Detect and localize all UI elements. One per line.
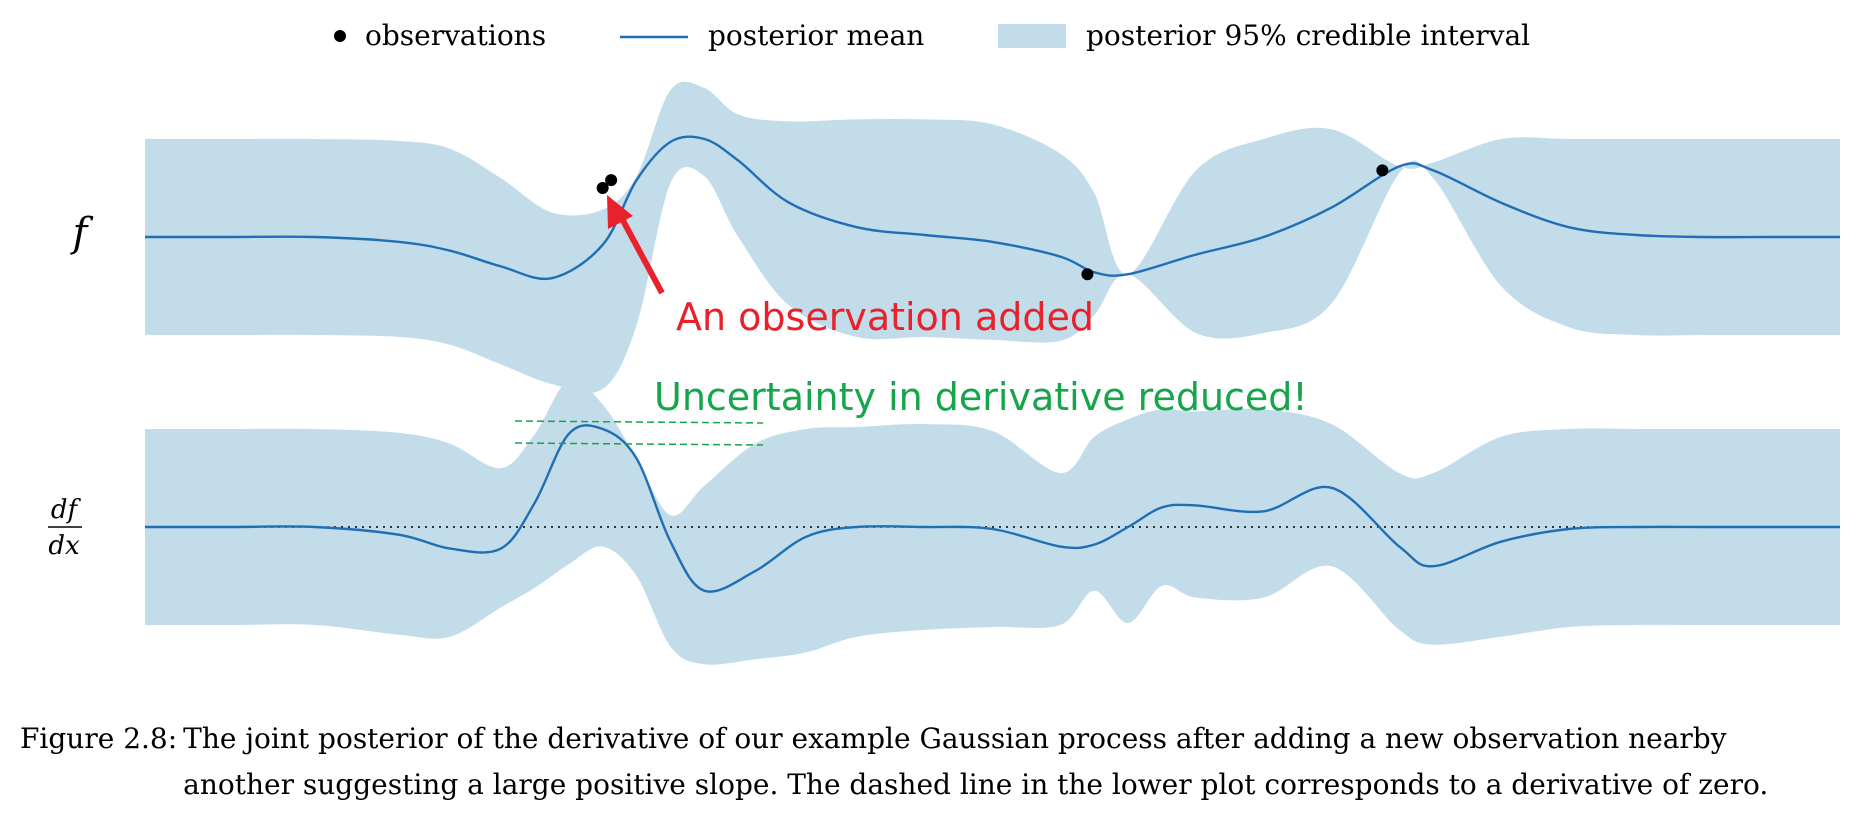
panel-f: f [70, 81, 1840, 393]
observation-point [1081, 268, 1094, 281]
annotation-arrow-shaft [617, 213, 665, 295]
observation-point [605, 174, 618, 187]
observation-point [596, 182, 609, 194]
panel-dfdx: df dx [48, 379, 1840, 665]
annotation-observation-added: An observation added [607, 195, 1094, 339]
svg-text:df: df [51, 495, 82, 525]
legend-observations-label: observations [365, 19, 546, 52]
legend-mean-label: posterior mean [708, 19, 924, 52]
f-posterior-mean-line [145, 135, 1840, 281]
caption-label: Figure 2.8: [20, 722, 178, 755]
legend-band-swatch [998, 24, 1066, 48]
annotation-observation-added-text: An observation added [676, 295, 1094, 339]
figure: observations posterior mean posterior 95… [48, 19, 1840, 665]
annotation-dashed-upper [514, 420, 764, 424]
chart-svg: observations posterior mean posterior 95… [48, 19, 1840, 665]
caption-text: The joint posterior of the derivative of… [183, 722, 1769, 801]
dfdx-posterior-mean-line [145, 424, 1840, 593]
annotation-uncertainty-reduced: Uncertainty in derivative reduced! [514, 375, 1308, 446]
dfdx-credible-band [145, 379, 1840, 665]
annotation-dashed-lower [514, 442, 764, 446]
legend: observations posterior mean posterior 95… [334, 19, 1530, 52]
dfdx-ylabel: df dx [48, 495, 82, 561]
observation-point [1376, 164, 1389, 177]
svg-text:dx: dx [48, 531, 80, 561]
annotation-uncertainty-reduced-text: Uncertainty in derivative reduced! [654, 375, 1308, 419]
legend-band-label: posterior 95% credible interval [1086, 19, 1530, 52]
figure-caption: Figure 2.8: The joint posterior of the d… [20, 716, 1840, 808]
annotation-arrow-head [607, 195, 633, 229]
f-credible-band [145, 81, 1840, 393]
f-ylabel: f [70, 210, 94, 256]
legend-observation-marker [334, 30, 346, 42]
